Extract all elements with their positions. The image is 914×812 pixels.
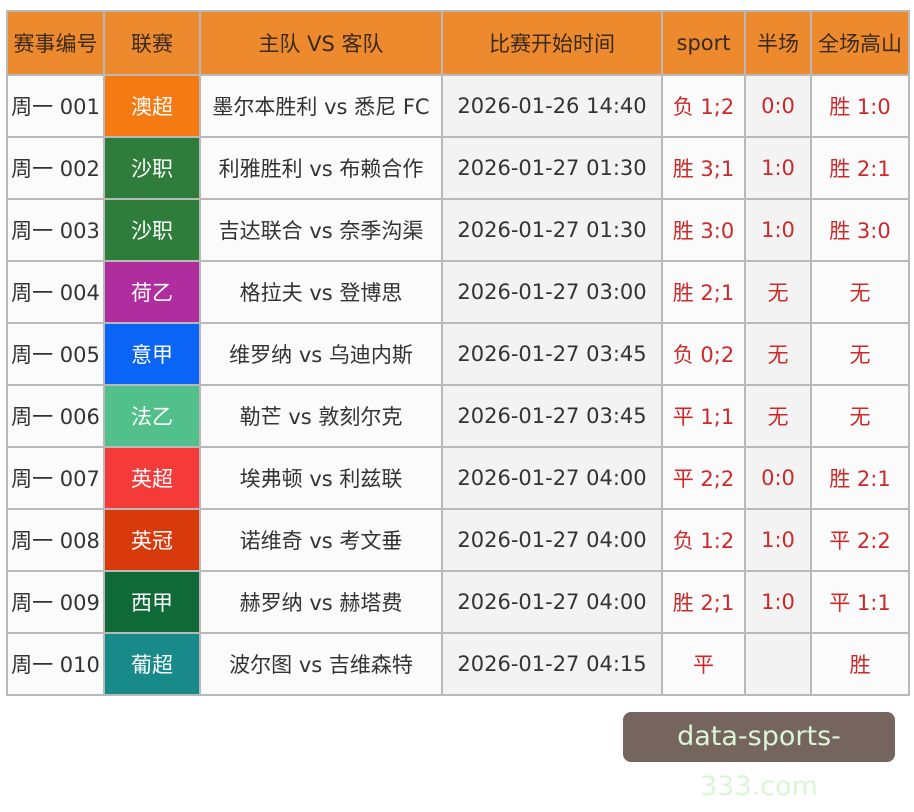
match-id: 周一 006 xyxy=(6,384,105,448)
full-result: 无 xyxy=(810,260,910,324)
match-id: 周一 010 xyxy=(6,632,105,696)
match-teams: 诺维奇 vs 考文垂 xyxy=(199,508,443,572)
match-teams: 勒芒 vs 敦刻尔克 xyxy=(199,384,443,448)
start-time: 2026-01-27 01:30 xyxy=(441,136,663,200)
match-teams: 赫罗纳 vs 赫塔费 xyxy=(199,570,443,634)
match-id: 周一 007 xyxy=(6,446,105,510)
sport-result: 平 1;1 xyxy=(661,384,746,448)
header-time: 比赛开始时间 xyxy=(441,10,663,76)
header-row: 赛事编号 联赛 主队 VS 客队 比赛开始时间 sport 半场 全场高山 xyxy=(6,10,910,76)
start-time: 2026-01-27 03:45 xyxy=(441,322,663,386)
half-result: 1:0 xyxy=(744,508,812,572)
league-cell: 西甲 xyxy=(103,570,201,634)
match-id: 周一 003 xyxy=(6,198,105,262)
full-result: 胜 xyxy=(810,632,910,696)
league-cell: 沙职 xyxy=(103,136,201,200)
match-id: 周一 002 xyxy=(6,136,105,200)
full-result: 胜 1:0 xyxy=(810,74,910,138)
sport-result: 负 1:2 xyxy=(661,508,746,572)
header-match: 主队 VS 客队 xyxy=(199,10,443,76)
half-result: 1:0 xyxy=(744,570,812,634)
start-time: 2026-01-27 03:45 xyxy=(441,384,663,448)
half-result: 无 xyxy=(744,260,812,324)
match-id: 周一 008 xyxy=(6,508,105,572)
start-time: 2026-01-27 04:15 xyxy=(441,632,663,696)
sport-result: 胜 2;1 xyxy=(661,260,746,324)
table-row: 周一 008 英冠 诺维奇 vs 考文垂 2026-01-27 04:00 负 1:2 1… xyxy=(6,508,910,572)
header-id: 赛事编号 xyxy=(6,10,105,76)
match-teams: 吉达联合 vs 奈季沟渠 xyxy=(199,198,443,262)
sport-result: 负 0;2 xyxy=(661,322,746,386)
half-result xyxy=(744,632,812,696)
header-full: 全场高山 xyxy=(810,10,910,76)
start-time: 2026-01-26 14:40 xyxy=(441,74,663,138)
half-result: 无 xyxy=(744,384,812,448)
table-row: 周一 005 意甲 维罗纳 vs 乌迪内斯 2026-01-27 03:45 负 0;2… xyxy=(6,322,910,386)
header-league: 联赛 xyxy=(103,10,201,76)
half-result: 0:0 xyxy=(744,446,812,510)
match-teams: 利雅胜利 vs 布赖合作 xyxy=(199,136,443,200)
sport-result: 负 1;2 xyxy=(661,74,746,138)
header-half: 半场 xyxy=(744,10,812,76)
match-teams: 格拉夫 vs 登博思 xyxy=(199,260,443,324)
full-result: 胜 2:1 xyxy=(810,446,910,510)
league-cell: 法乙 xyxy=(103,384,201,448)
watermark: data-sports-333.com xyxy=(623,712,895,802)
league-cell: 英超 xyxy=(103,446,201,510)
start-time: 2026-01-27 03:00 xyxy=(441,260,663,324)
match-teams: 维罗纳 vs 乌迪内斯 xyxy=(199,322,443,386)
start-time: 2026-01-27 04:00 xyxy=(441,570,663,634)
full-result: 无 xyxy=(810,322,910,386)
table-row: 周一 004 荷乙 格拉夫 vs 登博思 2026-01-27 03:00 胜 2;1 无… xyxy=(6,260,910,324)
half-result: 0:0 xyxy=(744,74,812,138)
match-teams: 墨尔本胜利 vs 悉尼 FC xyxy=(199,74,443,138)
table-row: 周一 006 法乙 勒芒 vs 敦刻尔克 2026-01-27 03:45 平 1;1 无… xyxy=(6,384,910,448)
sport-result: 平 xyxy=(661,632,746,696)
full-result: 平 1:1 xyxy=(810,570,910,634)
full-result: 平 2:2 xyxy=(810,508,910,572)
start-time: 2026-01-27 04:00 xyxy=(441,446,663,510)
league-cell: 意甲 xyxy=(103,322,201,386)
half-result: 1:0 xyxy=(744,198,812,262)
start-time: 2026-01-27 01:30 xyxy=(441,198,663,262)
start-time: 2026-01-27 04:00 xyxy=(441,508,663,572)
table-row: 周一 007 英超 埃弗顿 vs 利兹联 2026-01-27 04:00 平 2;2 0… xyxy=(6,446,910,510)
match-table: 赛事编号 联赛 主队 VS 客队 比赛开始时间 sport 半场 全场高山 周一… xyxy=(6,10,910,696)
sport-result: 胜 3;1 xyxy=(661,136,746,200)
table-row: 周一 009 西甲 赫罗纳 vs 赫塔费 2026-01-27 04:00 胜 2;1 1… xyxy=(6,570,910,634)
table-row: 周一 002 沙职 利雅胜利 vs 布赖合作 2026-01-27 01:30 胜 3;… xyxy=(6,136,910,200)
sport-result: 胜 3:0 xyxy=(661,198,746,262)
league-cell: 澳超 xyxy=(103,74,201,138)
sport-result: 胜 2;1 xyxy=(661,570,746,634)
full-result: 胜 2:1 xyxy=(810,136,910,200)
league-cell: 沙职 xyxy=(103,198,201,262)
half-result: 无 xyxy=(744,322,812,386)
league-cell: 荷乙 xyxy=(103,260,201,324)
match-id: 周一 004 xyxy=(6,260,105,324)
header-sport: sport xyxy=(661,10,746,76)
full-result: 胜 3:0 xyxy=(810,198,910,262)
table-row: 周一 003 沙职 吉达联合 vs 奈季沟渠 2026-01-27 01:30 胜 3:… xyxy=(6,198,910,262)
league-cell: 英冠 xyxy=(103,508,201,572)
match-teams: 波尔图 vs 吉维森特 xyxy=(199,632,443,696)
table-row: 周一 001 澳超 墨尔本胜利 vs 悉尼 FC 2026-01-26 14:40 负 … xyxy=(6,74,910,138)
full-result: 无 xyxy=(810,384,910,448)
match-id: 周一 009 xyxy=(6,570,105,634)
table-row: 周一 010 葡超 波尔图 vs 吉维森特 2026-01-27 04:15 平胜 xyxy=(6,632,910,696)
match-id: 周一 005 xyxy=(6,322,105,386)
match-teams: 埃弗顿 vs 利兹联 xyxy=(199,446,443,510)
match-id: 周一 001 xyxy=(6,74,105,138)
half-result: 1:0 xyxy=(744,136,812,200)
sport-result: 平 2;2 xyxy=(661,446,746,510)
league-cell: 葡超 xyxy=(103,632,201,696)
